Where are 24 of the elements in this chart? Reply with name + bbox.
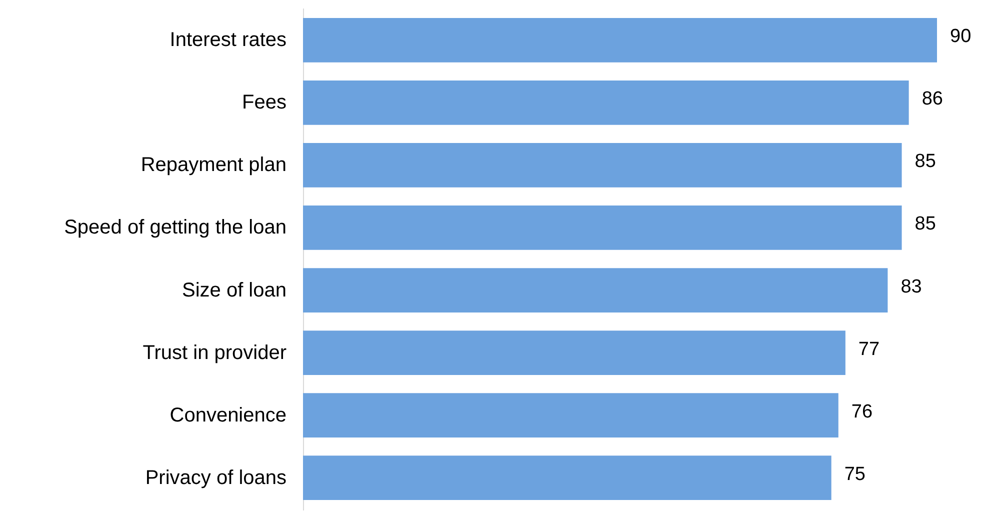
y-tick-label: Speed of getting the loan	[64, 216, 286, 239]
y-tick-label: Size of loan	[182, 279, 286, 302]
data-label: 76	[851, 401, 873, 422]
y-tick-label: Repayment plan	[140, 154, 286, 176]
bar	[303, 143, 902, 188]
bar	[303, 206, 902, 250]
data-label: 77	[858, 338, 880, 360]
bar	[303, 80, 909, 125]
bar	[303, 393, 838, 438]
y-tick-label: Interest rates	[170, 29, 286, 52]
data-label: 83	[900, 276, 922, 298]
bar	[303, 330, 846, 375]
data-label: 85	[914, 151, 936, 172]
data-label: 75	[844, 464, 866, 485]
y-tick-label: Trust in provider	[142, 342, 287, 364]
bar	[303, 456, 832, 500]
data-label: 85	[914, 214, 936, 235]
bar	[303, 268, 888, 312]
bar	[303, 18, 937, 62]
y-tick-label: Fees	[242, 92, 286, 114]
data-label: 90	[950, 26, 972, 48]
y-tick-label: Convenience	[170, 404, 286, 426]
y-tick-label: Privacy of loans	[145, 466, 286, 489]
data-label: 86	[922, 88, 943, 110]
